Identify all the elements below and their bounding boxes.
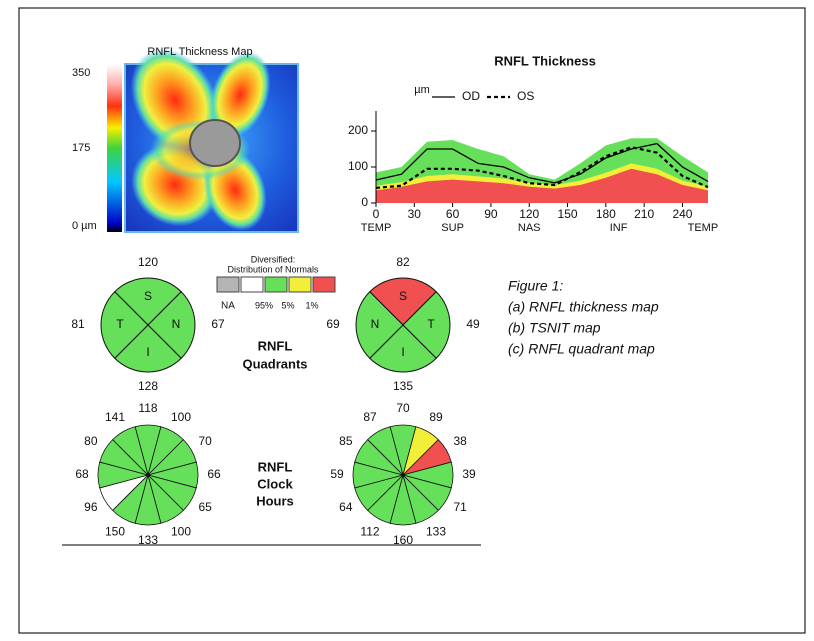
legend-title: Distribution of Normals [227,264,319,274]
x-tick-label: 30 [408,207,422,221]
color-bar [107,64,122,232]
quadrant-value: 81 [71,317,85,331]
clock-value: 70 [396,401,410,415]
clock-value: 112 [360,524,379,538]
quadrant-letter: I [401,345,404,359]
legend-box [265,277,287,292]
region-label: SUP [441,222,464,234]
colorbar-tick-label: 0 µm [72,220,97,232]
clock-value: 64 [339,500,353,514]
quadrant-letter: T [427,317,435,331]
y-tick-label: 100 [348,159,368,173]
clock-value: 133 [138,533,158,547]
colorbar-tick-label: 350 [72,67,90,79]
clock-value: 160 [393,533,413,547]
caption-line: (b) TSNIT map [508,320,601,336]
region-label: INF [610,222,628,234]
quadrant-letter: I [146,345,149,359]
x-tick-label: 90 [484,207,498,221]
legend-threshold: 1% [305,300,318,310]
caption-line: (c) RNFL quadrant map [508,341,655,357]
clock-value: 87 [363,410,377,424]
clock-value: 59 [330,467,344,481]
quadrant-letter: S [144,289,152,303]
clock-label: Clock [257,476,293,491]
quadrant-value: 82 [396,255,410,269]
quadrants-label: Quadrants [242,356,307,371]
x-tick-label: 60 [446,207,460,221]
quadrant-letter: S [399,289,407,303]
clock-value: 39 [462,467,476,481]
clock-value: 68 [75,467,89,481]
clock-value: 71 [453,500,467,514]
caption-line: (a) RNFL thickness map [508,299,659,315]
legend-label: OS [517,89,534,103]
x-tick-label: 210 [634,207,654,221]
quadrant-value: 128 [138,379,158,393]
clock-value: 85 [339,434,353,448]
clock-value: 96 [84,500,98,514]
legend-threshold: 95% [255,300,273,310]
clock-value: 65 [198,500,212,514]
clock-label: RNFL [258,459,293,474]
clock-value: 66 [207,467,221,481]
clock-value: 100 [171,410,191,424]
thickness-map-image [113,32,298,242]
quadrant-value: 69 [326,317,340,331]
clock-value: 38 [453,434,467,448]
legend-title: Diversified: [251,254,296,264]
quadrant-value: 135 [393,379,413,393]
caption-line: Figure 1: [508,278,563,294]
y-tick-label: 0 [361,195,368,209]
clock-value: 141 [105,410,125,424]
legend-threshold: 5% [281,300,294,310]
legend-box [313,277,335,292]
legend-box [217,277,239,292]
legend-label: OD [462,89,480,103]
clock-value: 118 [138,401,157,415]
region-label: TEMP [688,222,719,234]
x-tick-label: 240 [672,207,692,221]
x-tick-label: 150 [558,207,578,221]
figure: RNFL Thickness Map RNFL Thickness µm Div… [0,0,814,641]
legend-box [241,277,263,292]
quadrant-letter: T [116,317,124,331]
clock-value: 150 [105,524,125,538]
quadrant-value: 67 [211,317,225,331]
clock-value: 80 [84,434,98,448]
map-title: RNFL Thickness Map [147,46,252,58]
x-tick-label: 0 [373,207,380,221]
clock-value: 89 [429,410,443,424]
quadrant-value: 49 [466,317,480,331]
clock-value: 133 [426,524,446,538]
quadrant-value: 120 [138,255,158,269]
legend-box [289,277,311,292]
clock-value: 70 [198,434,212,448]
clock-label: Hours [256,493,294,508]
y-axis-label: µm [414,84,430,96]
region-label: NAS [518,222,541,234]
tsnit-title: RNFL Thickness [494,53,596,68]
x-tick-label: 120 [519,207,539,221]
region-label: TEMP [361,222,392,234]
normals-legend: Diversified:Distribution of Normals NA 95%… [217,254,335,311]
colorbar-tick-label: 175 [72,142,90,154]
quadrants-label: RNFL [258,338,293,353]
clock-value: 100 [171,524,191,538]
legend-na: NA [221,301,235,312]
quadrant-letter: N [172,317,181,331]
x-tick-label: 180 [596,207,616,221]
y-tick-label: 200 [348,123,368,137]
quadrant-letter: N [371,317,380,331]
